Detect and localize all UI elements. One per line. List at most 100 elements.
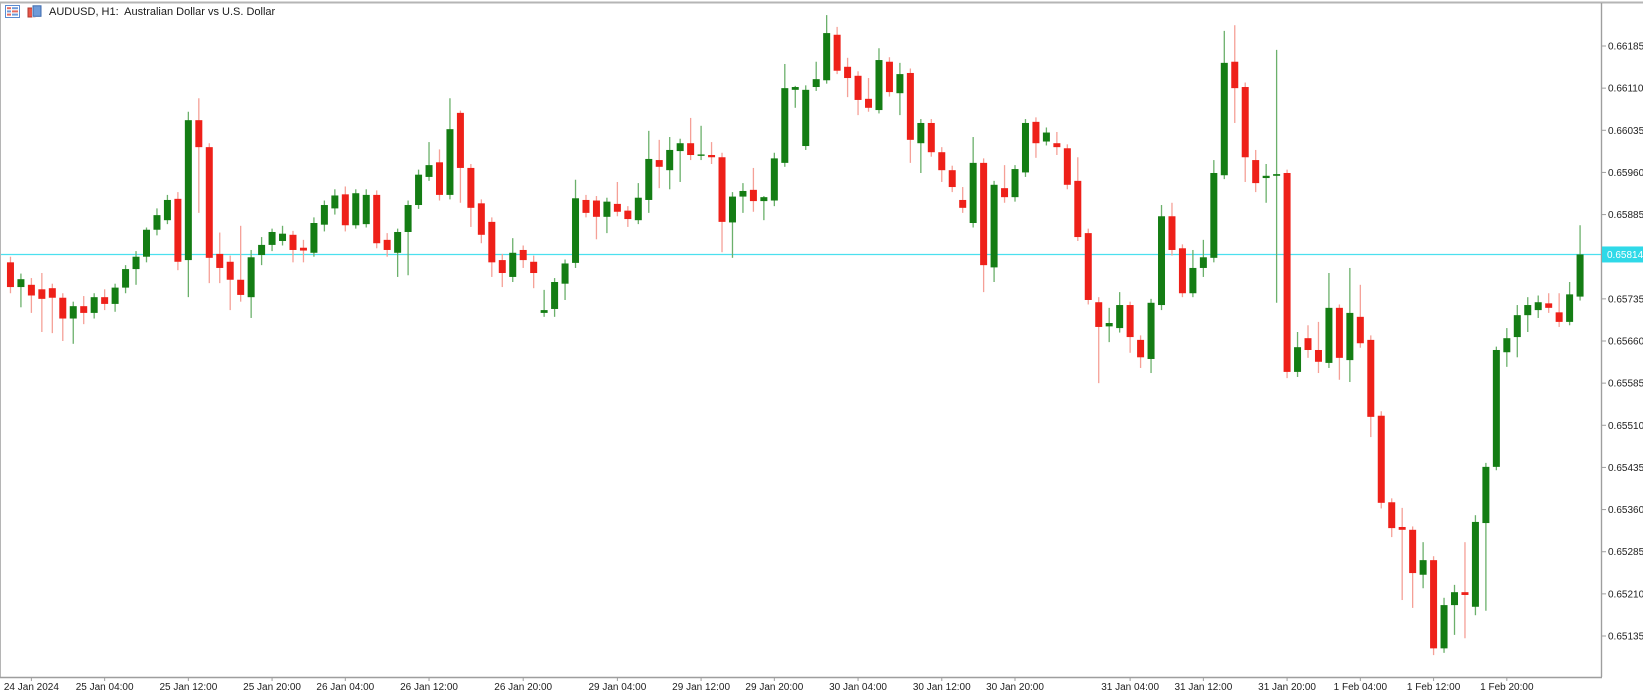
candle-body-bull	[676, 143, 684, 152]
candle	[938, 147, 946, 182]
candle	[394, 228, 402, 277]
candle	[1440, 597, 1448, 653]
candle-body-bear	[519, 249, 527, 261]
candle	[927, 119, 935, 157]
candle-body-bear	[27, 284, 35, 296]
candle-body-bear	[1430, 560, 1438, 649]
axis-tick-label: 1 Feb 20:00	[1480, 682, 1534, 692]
candle	[1231, 25, 1239, 123]
candle	[697, 125, 705, 161]
candle	[1095, 297, 1103, 384]
candle-body-bull	[1492, 349, 1500, 467]
axis-tick-label: 29 Jan 12:00	[672, 682, 730, 692]
candle-body-bear	[174, 198, 182, 262]
candle	[1471, 515, 1479, 616]
market-depth-icon[interactable]	[5, 5, 20, 18]
candle	[373, 190, 381, 249]
candle	[676, 138, 684, 182]
candle-body-bull	[352, 193, 360, 226]
candle	[875, 48, 883, 114]
candle	[959, 187, 967, 213]
candle	[1147, 298, 1155, 374]
candle	[592, 196, 600, 240]
candle-body-bear	[1283, 172, 1291, 372]
candle-body-bear	[865, 98, 873, 108]
candle	[540, 289, 548, 317]
axis-tick-label: 0.65210	[1608, 589, 1643, 600]
candle-body-bull	[875, 60, 883, 111]
candle-body-bear	[1137, 339, 1145, 358]
candle-body-bear	[749, 189, 757, 202]
candle-body-bear	[383, 239, 391, 250]
candle-body-bear	[1367, 339, 1375, 417]
candle-body-bull	[603, 201, 611, 217]
candle-body-bear	[613, 203, 621, 212]
candle	[551, 278, 559, 317]
chart-symbol-icon[interactable]	[27, 4, 42, 18]
axis-tick-label: 0.65960	[1608, 168, 1643, 179]
time-axis[interactable]: 24 Jan 2024 25 Jan 04:00 25 Jan 12:00 25 Ja…	[4, 678, 1534, 692]
candle	[844, 57, 852, 98]
candle	[1346, 267, 1354, 383]
axis-tick-label: 25 Jan 04:00	[76, 682, 134, 692]
candle-body-bear	[959, 199, 967, 208]
candle-body-bull	[17, 279, 25, 288]
candle-body-bull	[1566, 294, 1574, 322]
candle	[833, 26, 841, 75]
candle	[770, 152, 778, 207]
candle	[17, 273, 25, 308]
candle	[1356, 284, 1364, 348]
candle-body-bear	[906, 72, 914, 140]
candle-body-bear	[299, 247, 307, 251]
candle	[1074, 157, 1082, 241]
candle	[404, 200, 412, 276]
candle	[603, 197, 611, 234]
candle	[27, 278, 35, 313]
axis-tick-label: 24 Jan 2024	[4, 682, 59, 692]
candle	[132, 251, 140, 285]
candle	[1042, 127, 1050, 146]
candle	[1189, 249, 1197, 298]
candle-body-bull	[320, 205, 328, 225]
candle	[1210, 160, 1218, 263]
candle	[728, 192, 736, 258]
candle	[142, 227, 150, 263]
candle	[320, 200, 328, 232]
candle-body-bull	[1294, 347, 1302, 372]
candle-body-bull	[645, 158, 653, 200]
candle	[310, 217, 318, 257]
candle-body-bear	[226, 261, 234, 280]
candle	[1158, 205, 1166, 311]
candle	[666, 137, 674, 190]
candle-body-bull	[1440, 605, 1448, 649]
axis-tick-label: 30 Jan 12:00	[913, 682, 971, 692]
candle-body-bear	[938, 152, 946, 171]
candle-body-bear	[1335, 307, 1343, 358]
candle-body-bull	[551, 282, 559, 309]
candle	[624, 206, 632, 227]
candle-body-bull	[1503, 338, 1511, 353]
candle	[812, 61, 820, 91]
candle-body-bear	[948, 170, 956, 188]
candle	[655, 139, 663, 189]
axis-tick-label: 30 Jan 20:00	[986, 682, 1044, 692]
axis-tick-label: 0.65285	[1608, 547, 1643, 558]
candle-body-bear	[624, 210, 632, 220]
candle	[917, 119, 925, 173]
candle	[613, 181, 621, 217]
candle-body-bull	[1158, 216, 1166, 306]
candle-body-bear	[1241, 87, 1249, 158]
candle-body-bear	[498, 260, 506, 274]
candle	[1241, 82, 1249, 182]
price-axis[interactable]: 0.66185 0.66110 0.66035 0.65960 0.65885 0.657…	[1602, 42, 1643, 643]
candle	[1199, 239, 1207, 277]
candle-body-bull	[425, 165, 433, 177]
candle	[1053, 131, 1061, 156]
candle	[1084, 228, 1092, 305]
candle-body-bull	[111, 287, 119, 304]
candle-body-bear	[80, 306, 88, 313]
candle-body-bear	[341, 194, 349, 226]
candle	[1126, 301, 1134, 353]
